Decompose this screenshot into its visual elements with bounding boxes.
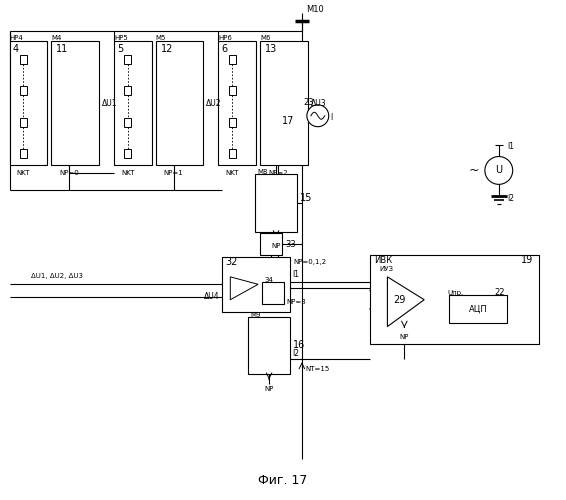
- Text: 15: 15: [300, 194, 312, 203]
- Circle shape: [307, 105, 329, 126]
- Text: ~: ~: [469, 164, 479, 177]
- Text: I2: I2: [292, 349, 299, 358]
- Bar: [222, 257, 290, 312]
- Text: Фиг. 17: Фиг. 17: [258, 474, 308, 487]
- Text: 19: 19: [521, 255, 534, 265]
- Text: ΔU1: ΔU1: [102, 99, 118, 108]
- Bar: [125, 118, 131, 126]
- Text: NP: NP: [264, 386, 274, 392]
- Text: 6: 6: [221, 44, 228, 54]
- Text: ИУЗ: ИУЗ: [379, 266, 393, 272]
- Text: I1: I1: [292, 270, 299, 280]
- Polygon shape: [387, 277, 424, 326]
- Text: Uпр.: Uпр.: [447, 290, 464, 296]
- Text: NP=0,1,2: NP=0,1,2: [293, 259, 326, 265]
- Text: NP=3: NP=3: [286, 298, 306, 304]
- Bar: [449, 294, 507, 322]
- Bar: [229, 149, 236, 158]
- Bar: [125, 54, 131, 64]
- Text: М4: М4: [52, 35, 62, 41]
- Bar: [255, 174, 297, 232]
- Text: ΔU4: ΔU4: [204, 292, 220, 301]
- Bar: [10, 41, 48, 166]
- Text: 11: 11: [56, 44, 68, 54]
- Text: АЦП: АЦП: [469, 304, 487, 313]
- Text: NKT: NKT: [121, 170, 135, 176]
- Text: 33: 33: [285, 240, 296, 248]
- Text: М8: М8: [257, 170, 268, 175]
- Text: NP=1: NP=1: [164, 170, 183, 176]
- Bar: [260, 233, 282, 255]
- Bar: [229, 118, 236, 126]
- Text: ΔU1, ΔU2, ΔU3: ΔU1, ΔU2, ΔU3: [31, 274, 83, 280]
- Text: NT=15: NT=15: [305, 366, 329, 372]
- Text: I: I: [331, 113, 333, 122]
- Text: 13: 13: [265, 44, 277, 54]
- Text: 32: 32: [225, 257, 238, 267]
- Text: ΔU3: ΔU3: [311, 99, 327, 108]
- Circle shape: [485, 156, 513, 184]
- Text: 23: 23: [304, 98, 315, 108]
- Text: 12: 12: [161, 44, 173, 54]
- Bar: [229, 54, 236, 64]
- Bar: [20, 54, 27, 64]
- Bar: [125, 86, 131, 95]
- Bar: [20, 149, 27, 158]
- Bar: [229, 86, 236, 95]
- Bar: [114, 41, 152, 166]
- Text: НР5: НР5: [114, 35, 128, 41]
- Bar: [370, 255, 539, 344]
- Text: NP: NP: [400, 334, 409, 340]
- Bar: [125, 149, 131, 158]
- Text: NP: NP: [271, 243, 281, 249]
- Bar: [248, 316, 290, 374]
- Polygon shape: [230, 277, 258, 299]
- Text: М6: М6: [260, 35, 271, 41]
- Text: ИВК: ИВК: [375, 256, 393, 266]
- Text: 5: 5: [117, 44, 123, 54]
- Text: 4: 4: [12, 44, 19, 54]
- Text: U: U: [495, 166, 503, 175]
- Text: I1: I1: [507, 142, 514, 151]
- Bar: [260, 41, 308, 166]
- Bar: [218, 41, 256, 166]
- Bar: [52, 41, 99, 166]
- Text: ΔU2: ΔU2: [207, 99, 222, 108]
- Text: НР4: НР4: [10, 35, 23, 41]
- Bar: [262, 282, 284, 304]
- Bar: [20, 118, 27, 126]
- Text: НР6: НР6: [218, 35, 232, 41]
- Text: M10: M10: [306, 5, 324, 14]
- Text: 22: 22: [494, 288, 505, 298]
- Text: 17: 17: [281, 116, 294, 126]
- Text: NKT: NKT: [225, 170, 239, 176]
- Bar: [156, 41, 203, 166]
- Text: NP=0: NP=0: [59, 170, 79, 176]
- Text: М9: М9: [250, 312, 261, 318]
- Text: NKT: NKT: [17, 170, 30, 176]
- Text: М5: М5: [156, 35, 166, 41]
- Text: I2: I2: [507, 194, 514, 203]
- Text: 16: 16: [293, 340, 305, 350]
- Text: NP=2: NP=2: [268, 170, 288, 176]
- Bar: [20, 86, 27, 95]
- Text: 29: 29: [393, 294, 405, 304]
- Text: 34: 34: [264, 277, 273, 283]
